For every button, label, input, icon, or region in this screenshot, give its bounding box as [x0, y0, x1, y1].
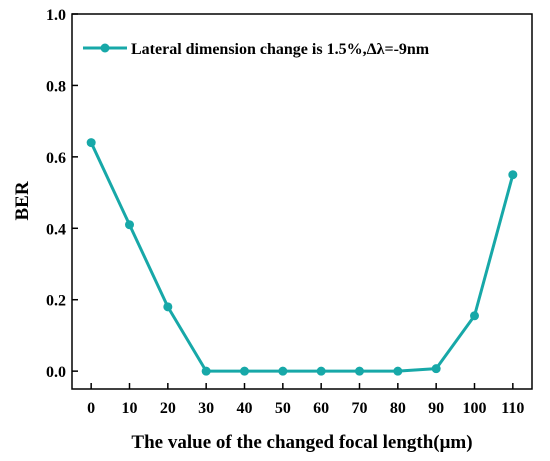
x-tick-label: 50	[275, 400, 291, 417]
x-tick-label: 80	[390, 400, 406, 417]
y-tick-label: 0.2	[46, 293, 66, 310]
x-tick-label: 20	[160, 400, 176, 417]
legend-label: Lateral dimension change is 1.5%,Δλ=-9nm	[131, 41, 430, 58]
data-point	[470, 311, 479, 321]
y-tick-label: 0.6	[46, 150, 66, 167]
plot-area	[71, 13, 533, 390]
x-tick-label: 90	[428, 400, 444, 417]
series-line	[89, 141, 515, 373]
data-point	[431, 364, 441, 374]
y-tick-label: 0.8	[46, 78, 66, 95]
x-tick-label: 100	[463, 400, 487, 417]
x-axis-title: The value of the changed focal length(μm…	[131, 432, 472, 453]
data-point	[393, 366, 403, 376]
x-tick-label: 60	[313, 400, 329, 417]
x-tick-label: 0	[87, 400, 95, 417]
data-point	[278, 366, 288, 376]
data-point	[355, 366, 364, 376]
x-tick-label: 70	[352, 400, 368, 417]
legend-marker-swatch	[100, 43, 110, 53]
data-point	[163, 302, 173, 312]
y-tick-label: 1.0	[46, 7, 66, 24]
x-tick-label: 30	[198, 400, 214, 417]
y-tick-label: 0.0	[46, 364, 66, 381]
data-point	[86, 138, 96, 148]
plot-frame	[71, 13, 533, 390]
data-point	[125, 220, 134, 230]
x-tick-label: 10	[122, 400, 138, 417]
y-axis: 0.0 0.2 0.4 0.6 0.8 1.0	[46, 7, 78, 381]
data-point	[240, 366, 249, 376]
y-axis-title: BER	[12, 181, 33, 220]
data-point	[508, 170, 518, 180]
legend: Lateral dimension change is 1.5%,Δλ=-9nm	[83, 41, 430, 58]
data-point	[316, 366, 326, 376]
data-point	[201, 366, 211, 376]
x-axis: 0 10 20 30 40 50 60 70 80 90 100 110	[87, 383, 524, 417]
y-tick-label: 0.4	[46, 221, 66, 238]
x-tick-label: 110	[501, 400, 524, 417]
x-tick-label: 40	[237, 400, 253, 417]
series-layer	[86, 138, 518, 376]
